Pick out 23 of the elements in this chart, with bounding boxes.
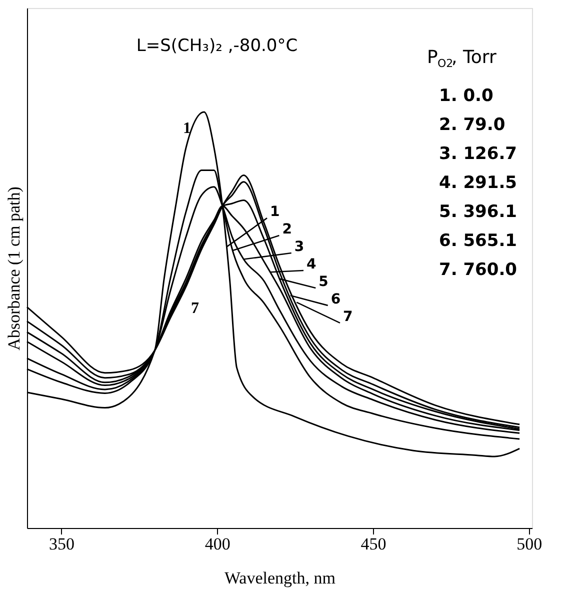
annotation: 6. 565.1 (439, 231, 517, 251)
y-axis-title: Absorbance (1 cm path) (4, 186, 24, 350)
annotation: 5. 396.1 (439, 202, 517, 222)
annotation: 3. 126.7 (439, 144, 517, 164)
x-tick-label: 350 (49, 534, 75, 554)
series-label: 1 (183, 120, 191, 137)
chart-title: L=S(CH₃)₂ ,-80.0°C (136, 36, 298, 56)
legend-label: 2 (282, 222, 292, 238)
text: 1. 0.0 (439, 86, 494, 106)
annotation: 1 (270, 204, 280, 220)
annotation: 2. 79.0 (439, 115, 506, 135)
legend-label: 3 (294, 239, 304, 256)
x-tick-label: 450 (360, 534, 386, 554)
annotation: 7 (191, 300, 199, 317)
annotation: 7. 760.0 (439, 260, 518, 280)
legend-label: 5 (318, 274, 328, 290)
legend-label: 7 (342, 308, 353, 325)
annotation: 4. 291.5 (439, 173, 517, 193)
legend-label: 4 (306, 256, 317, 272)
x-axis-title: Wavelength, nm (224, 568, 336, 588)
x-tick-label: 400 (204, 534, 230, 554)
x-tick-label: 500 (516, 534, 542, 554)
legend-label: 6 (330, 291, 341, 308)
